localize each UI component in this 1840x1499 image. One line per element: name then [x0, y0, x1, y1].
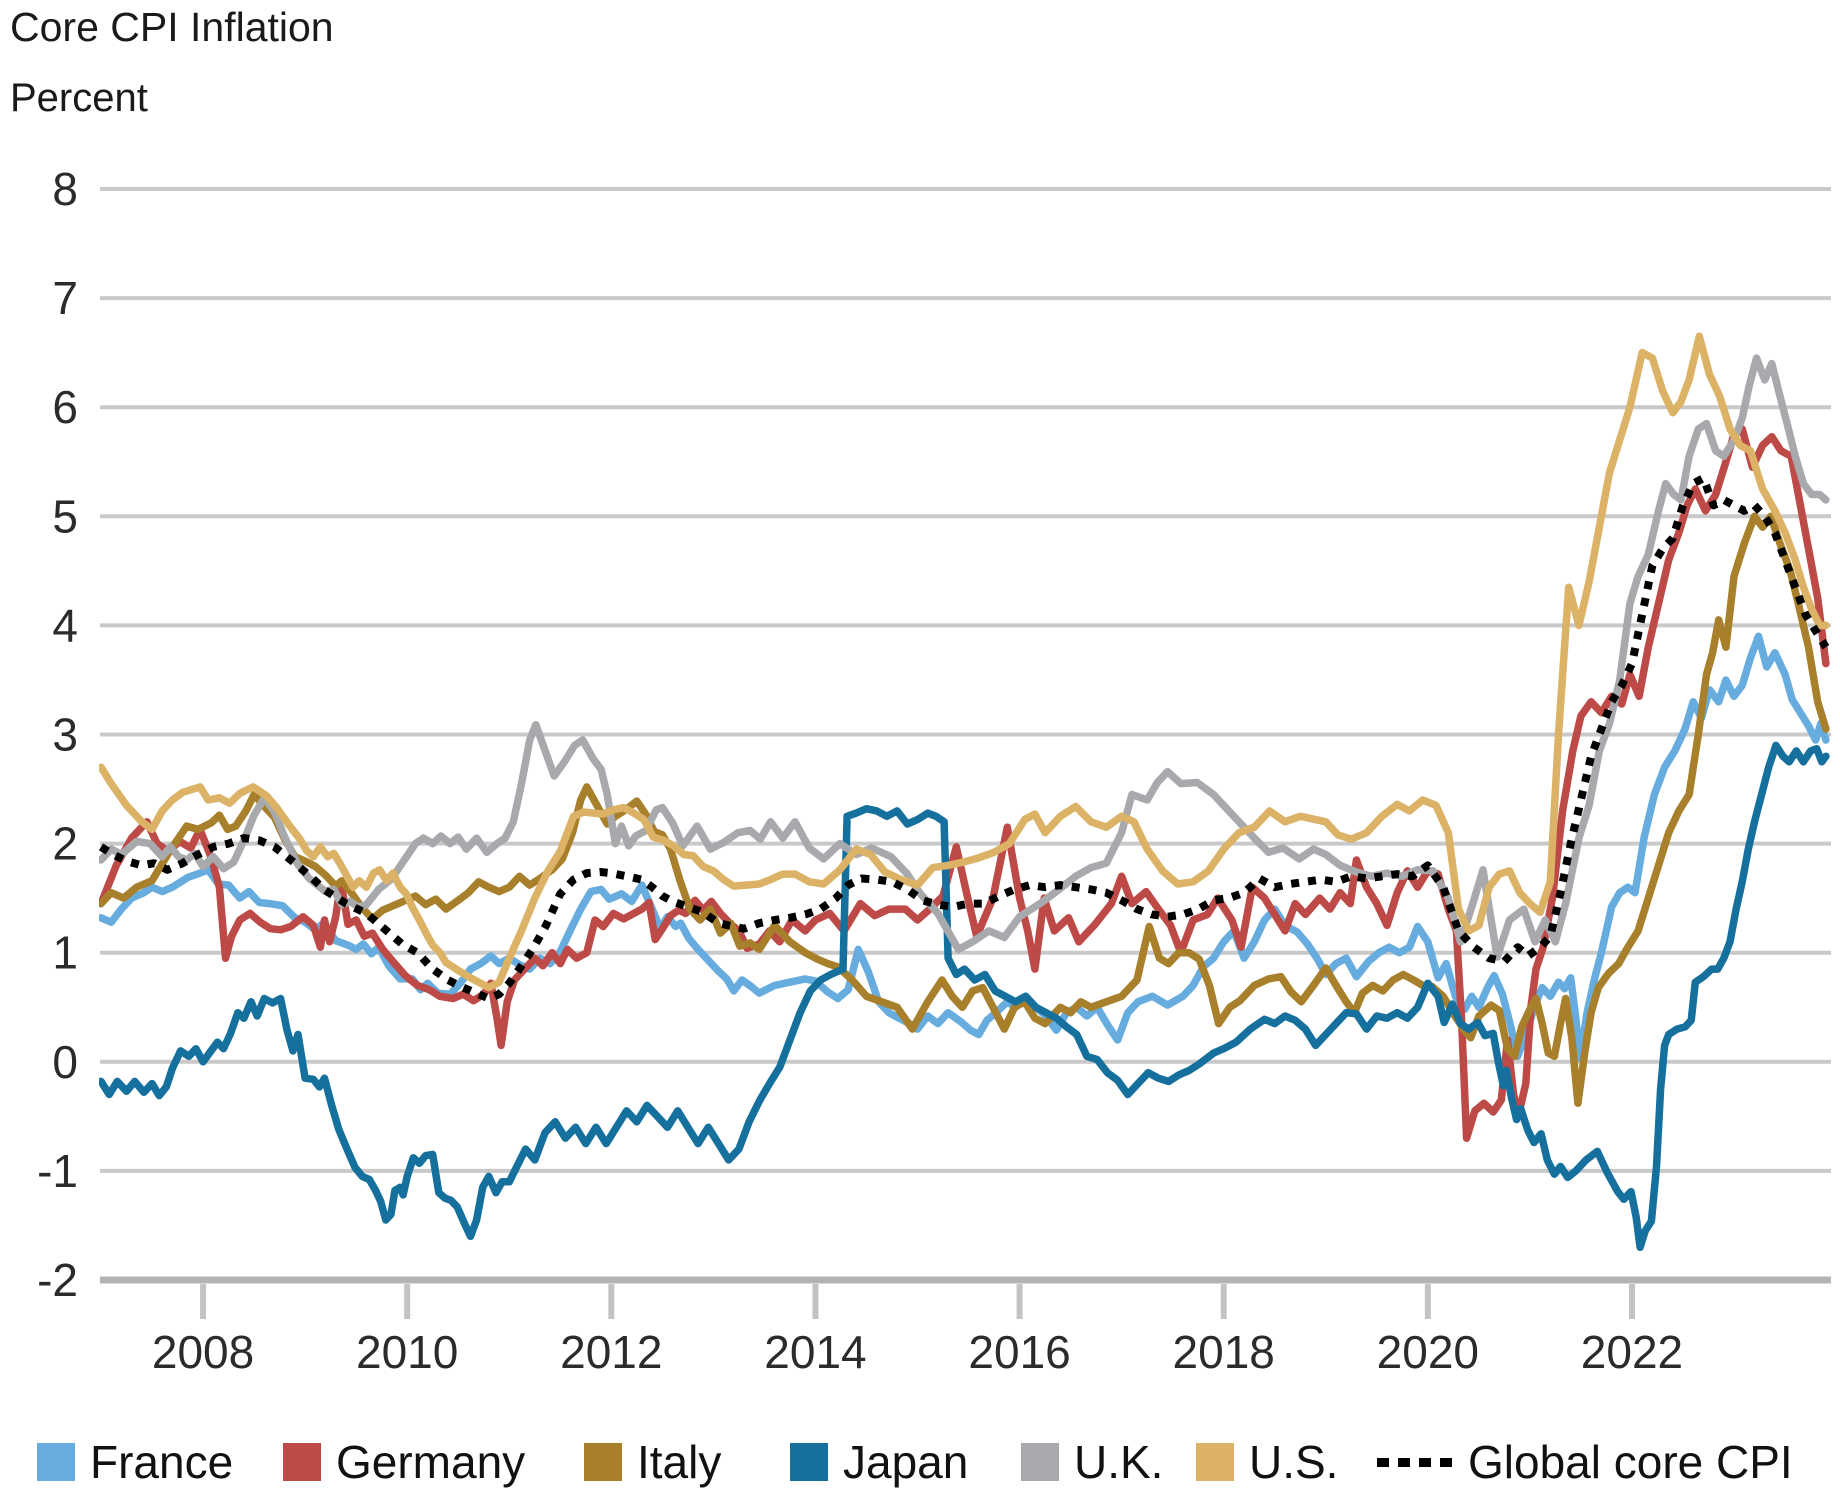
x-tick-label: 2008	[152, 1326, 254, 1378]
x-tick-label: 2018	[1173, 1326, 1275, 1378]
y-tick-label: 6	[52, 381, 78, 433]
y-tick-label: 1	[52, 927, 78, 979]
y-tick-label: 2	[52, 818, 78, 870]
y-tick-label: -1	[37, 1145, 78, 1197]
series-line-italy	[99, 512, 1830, 1108]
y-tick-label: 0	[52, 1036, 78, 1088]
us-color-swatch	[1196, 1443, 1234, 1481]
legend-label-us: U.S.	[1249, 1436, 1339, 1488]
legend-label-italy: Italy	[637, 1436, 722, 1488]
legend-label-germany: Germany	[336, 1436, 526, 1488]
legend-item-us: U.S.	[1196, 1434, 1338, 1490]
legend-item-uk: U.K.	[1021, 1434, 1163, 1490]
global-dashed-line-swatch	[1377, 1457, 1453, 1467]
france-color-swatch	[37, 1443, 75, 1481]
legend-item-italy: Italy	[584, 1434, 721, 1490]
legend-label-global: Global core CPI	[1468, 1436, 1793, 1488]
italy-color-swatch	[584, 1443, 622, 1481]
axis-unit-label: Percent	[10, 76, 148, 120]
legend-item-japan: Japan	[790, 1434, 968, 1490]
chart-title: Core CPI Inflation	[10, 4, 334, 50]
japan-color-swatch	[790, 1443, 828, 1481]
x-axis: 2008 2010 2012 2014 2016 2018 2020 2022	[152, 1284, 1683, 1378]
gridlines	[100, 187, 1831, 1284]
series-line-u-k	[99, 354, 1830, 961]
legend-label-japan: Japan	[843, 1436, 969, 1488]
legend-label-france: France	[90, 1436, 234, 1488]
legend-item-france: France	[37, 1434, 233, 1490]
series-lines	[99, 332, 1830, 1252]
x-tick-label: 2020	[1377, 1326, 1479, 1378]
chart-legend: France Germany Italy Japan U.K. U.S. Glo…	[0, 1434, 1840, 1490]
germany-color-swatch	[283, 1443, 321, 1481]
legend-label-uk: U.K.	[1074, 1436, 1164, 1488]
legend-item-global: Global core CPI	[1377, 1434, 1793, 1490]
x-tick-label: 2022	[1581, 1326, 1683, 1378]
x-tick-label: 2014	[764, 1326, 866, 1378]
x-tick-label: 2010	[356, 1326, 458, 1378]
y-tick-label: 8	[52, 163, 78, 215]
y-axis: 8 7 6 5 4 3 2 1 0 -1 -2	[37, 163, 78, 1306]
x-tick-label: 2016	[968, 1326, 1070, 1378]
uk-color-swatch	[1021, 1443, 1059, 1481]
legend-item-germany: Germany	[283, 1434, 525, 1490]
y-tick-label: 3	[52, 709, 78, 761]
series-line-germany	[99, 425, 1830, 1142]
y-tick-label: 5	[52, 490, 78, 542]
y-tick-label: -2	[37, 1254, 78, 1306]
series-line-japan	[99, 741, 1830, 1252]
y-tick-label: 7	[52, 272, 78, 324]
x-tick-label: 2012	[560, 1326, 662, 1378]
series-line-u-s	[99, 332, 1830, 992]
y-tick-label: 4	[52, 599, 78, 651]
